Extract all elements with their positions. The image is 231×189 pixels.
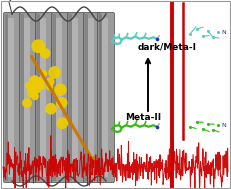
Circle shape (32, 76, 38, 82)
Bar (21, 14, 24, 181)
Text: Meta-II: Meta-II (125, 112, 161, 122)
Text: N: N (221, 123, 226, 128)
Text: dark/Meta-I: dark/Meta-I (138, 43, 197, 51)
Circle shape (46, 78, 54, 85)
Circle shape (55, 84, 66, 95)
Text: N: N (221, 30, 226, 35)
Circle shape (30, 76, 39, 85)
Circle shape (27, 88, 37, 97)
Bar (37, 14, 40, 181)
Circle shape (46, 104, 56, 114)
Circle shape (32, 93, 38, 100)
Bar (56, 18, 62, 177)
Circle shape (49, 67, 60, 78)
Circle shape (41, 49, 50, 58)
FancyBboxPatch shape (97, 12, 115, 183)
Bar (85, 14, 88, 181)
Circle shape (57, 118, 67, 128)
Circle shape (26, 83, 31, 88)
FancyBboxPatch shape (52, 12, 69, 183)
Bar (40, 18, 46, 177)
Bar (69, 14, 72, 181)
Circle shape (41, 70, 47, 77)
Bar (24, 18, 30, 177)
FancyBboxPatch shape (36, 12, 52, 183)
Circle shape (30, 83, 41, 94)
Circle shape (38, 84, 44, 89)
Bar (8, 18, 14, 177)
Circle shape (33, 78, 44, 88)
Circle shape (32, 40, 45, 52)
Circle shape (36, 79, 42, 85)
Circle shape (57, 98, 67, 108)
Bar (99, 14, 102, 181)
Circle shape (47, 84, 52, 90)
Bar (88, 18, 94, 177)
FancyBboxPatch shape (67, 12, 85, 183)
Bar (53, 14, 56, 181)
FancyBboxPatch shape (19, 12, 36, 183)
FancyBboxPatch shape (83, 12, 100, 183)
Bar (72, 18, 78, 177)
Bar (5, 14, 8, 181)
Circle shape (23, 99, 31, 107)
FancyBboxPatch shape (3, 12, 21, 183)
Bar (102, 18, 108, 177)
